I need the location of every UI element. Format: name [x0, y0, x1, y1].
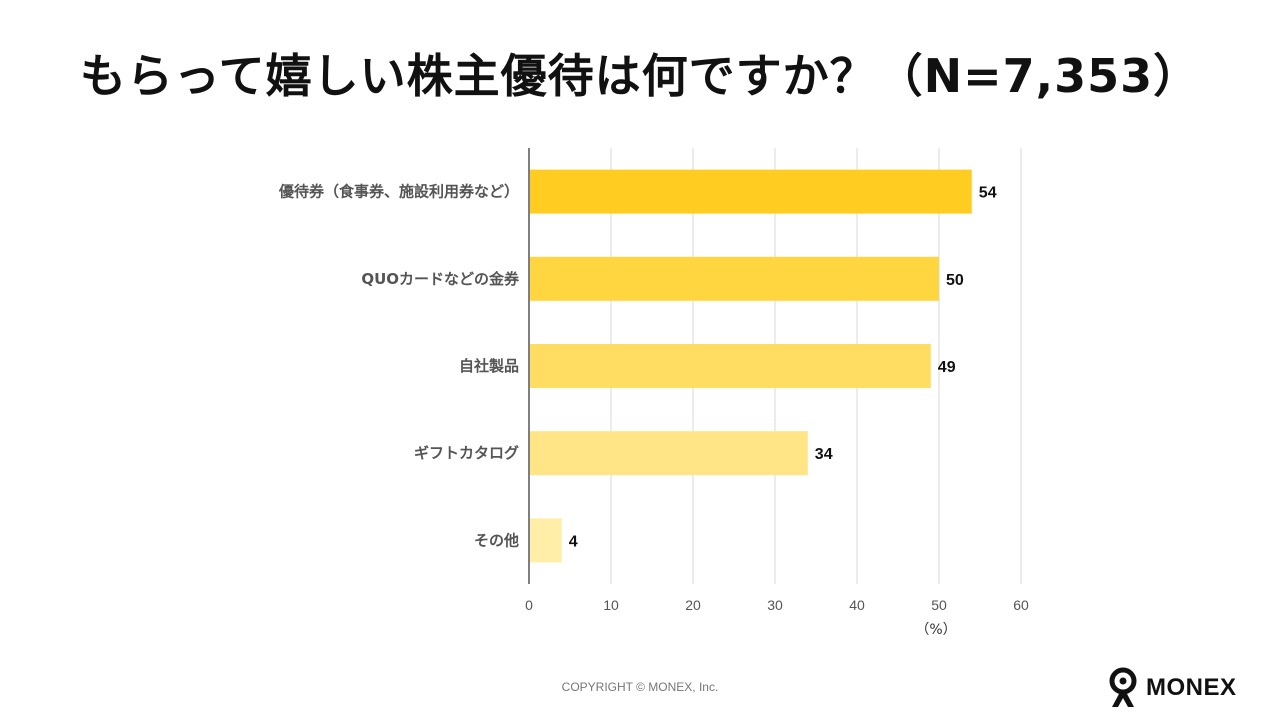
- x-tick-label: 0: [525, 597, 533, 613]
- x-tick-label: 10: [603, 597, 619, 613]
- chart-title: もらって嬉しい株主優待は何ですか？（N=7,353）: [79, 49, 1201, 103]
- category-label: ギフトカタログ: [414, 444, 519, 462]
- data-label: 4: [569, 533, 578, 550]
- category-label: 優待券（食事券、施設利用券など）: [278, 183, 519, 201]
- x-tick-label: 20: [685, 597, 701, 613]
- monex-mascot-icon: [1109, 667, 1137, 707]
- copyright-text: COPYRIGHT © MONEX, Inc.: [561, 680, 719, 694]
- bars: [530, 169, 972, 563]
- bar: [530, 344, 931, 388]
- category-label: 自社製品: [459, 357, 519, 375]
- x-tick-labels: 0 10 20 30 40 50 60: [525, 597, 1029, 613]
- bar: [530, 431, 808, 476]
- data-label: 49: [938, 359, 956, 376]
- data-labels: 54 50 49 34 4: [569, 185, 997, 551]
- category-label: その他: [474, 531, 519, 549]
- data-label: 34: [815, 446, 833, 463]
- x-tick-label: 60: [1013, 597, 1029, 613]
- logo-text: MONEX: [1146, 674, 1237, 701]
- bar: [530, 256, 939, 301]
- x-tick-label: 30: [767, 597, 783, 613]
- monex-logo: MONEX: [1106, 666, 1237, 710]
- category-labels: 優待券（食事券、施設利用券など） QUOカードなどの金券自社製品ギフトカタログその…: [278, 183, 520, 550]
- bar: [530, 169, 972, 214]
- x-tick-label: 50: [931, 597, 947, 613]
- data-label: 54: [979, 185, 997, 202]
- unit-label: （%）: [915, 622, 956, 638]
- x-tick-label: 40: [849, 597, 865, 613]
- data-label: 50: [946, 272, 964, 289]
- bar: [530, 518, 562, 563]
- category-label: QUOカードなどの金券: [361, 270, 520, 288]
